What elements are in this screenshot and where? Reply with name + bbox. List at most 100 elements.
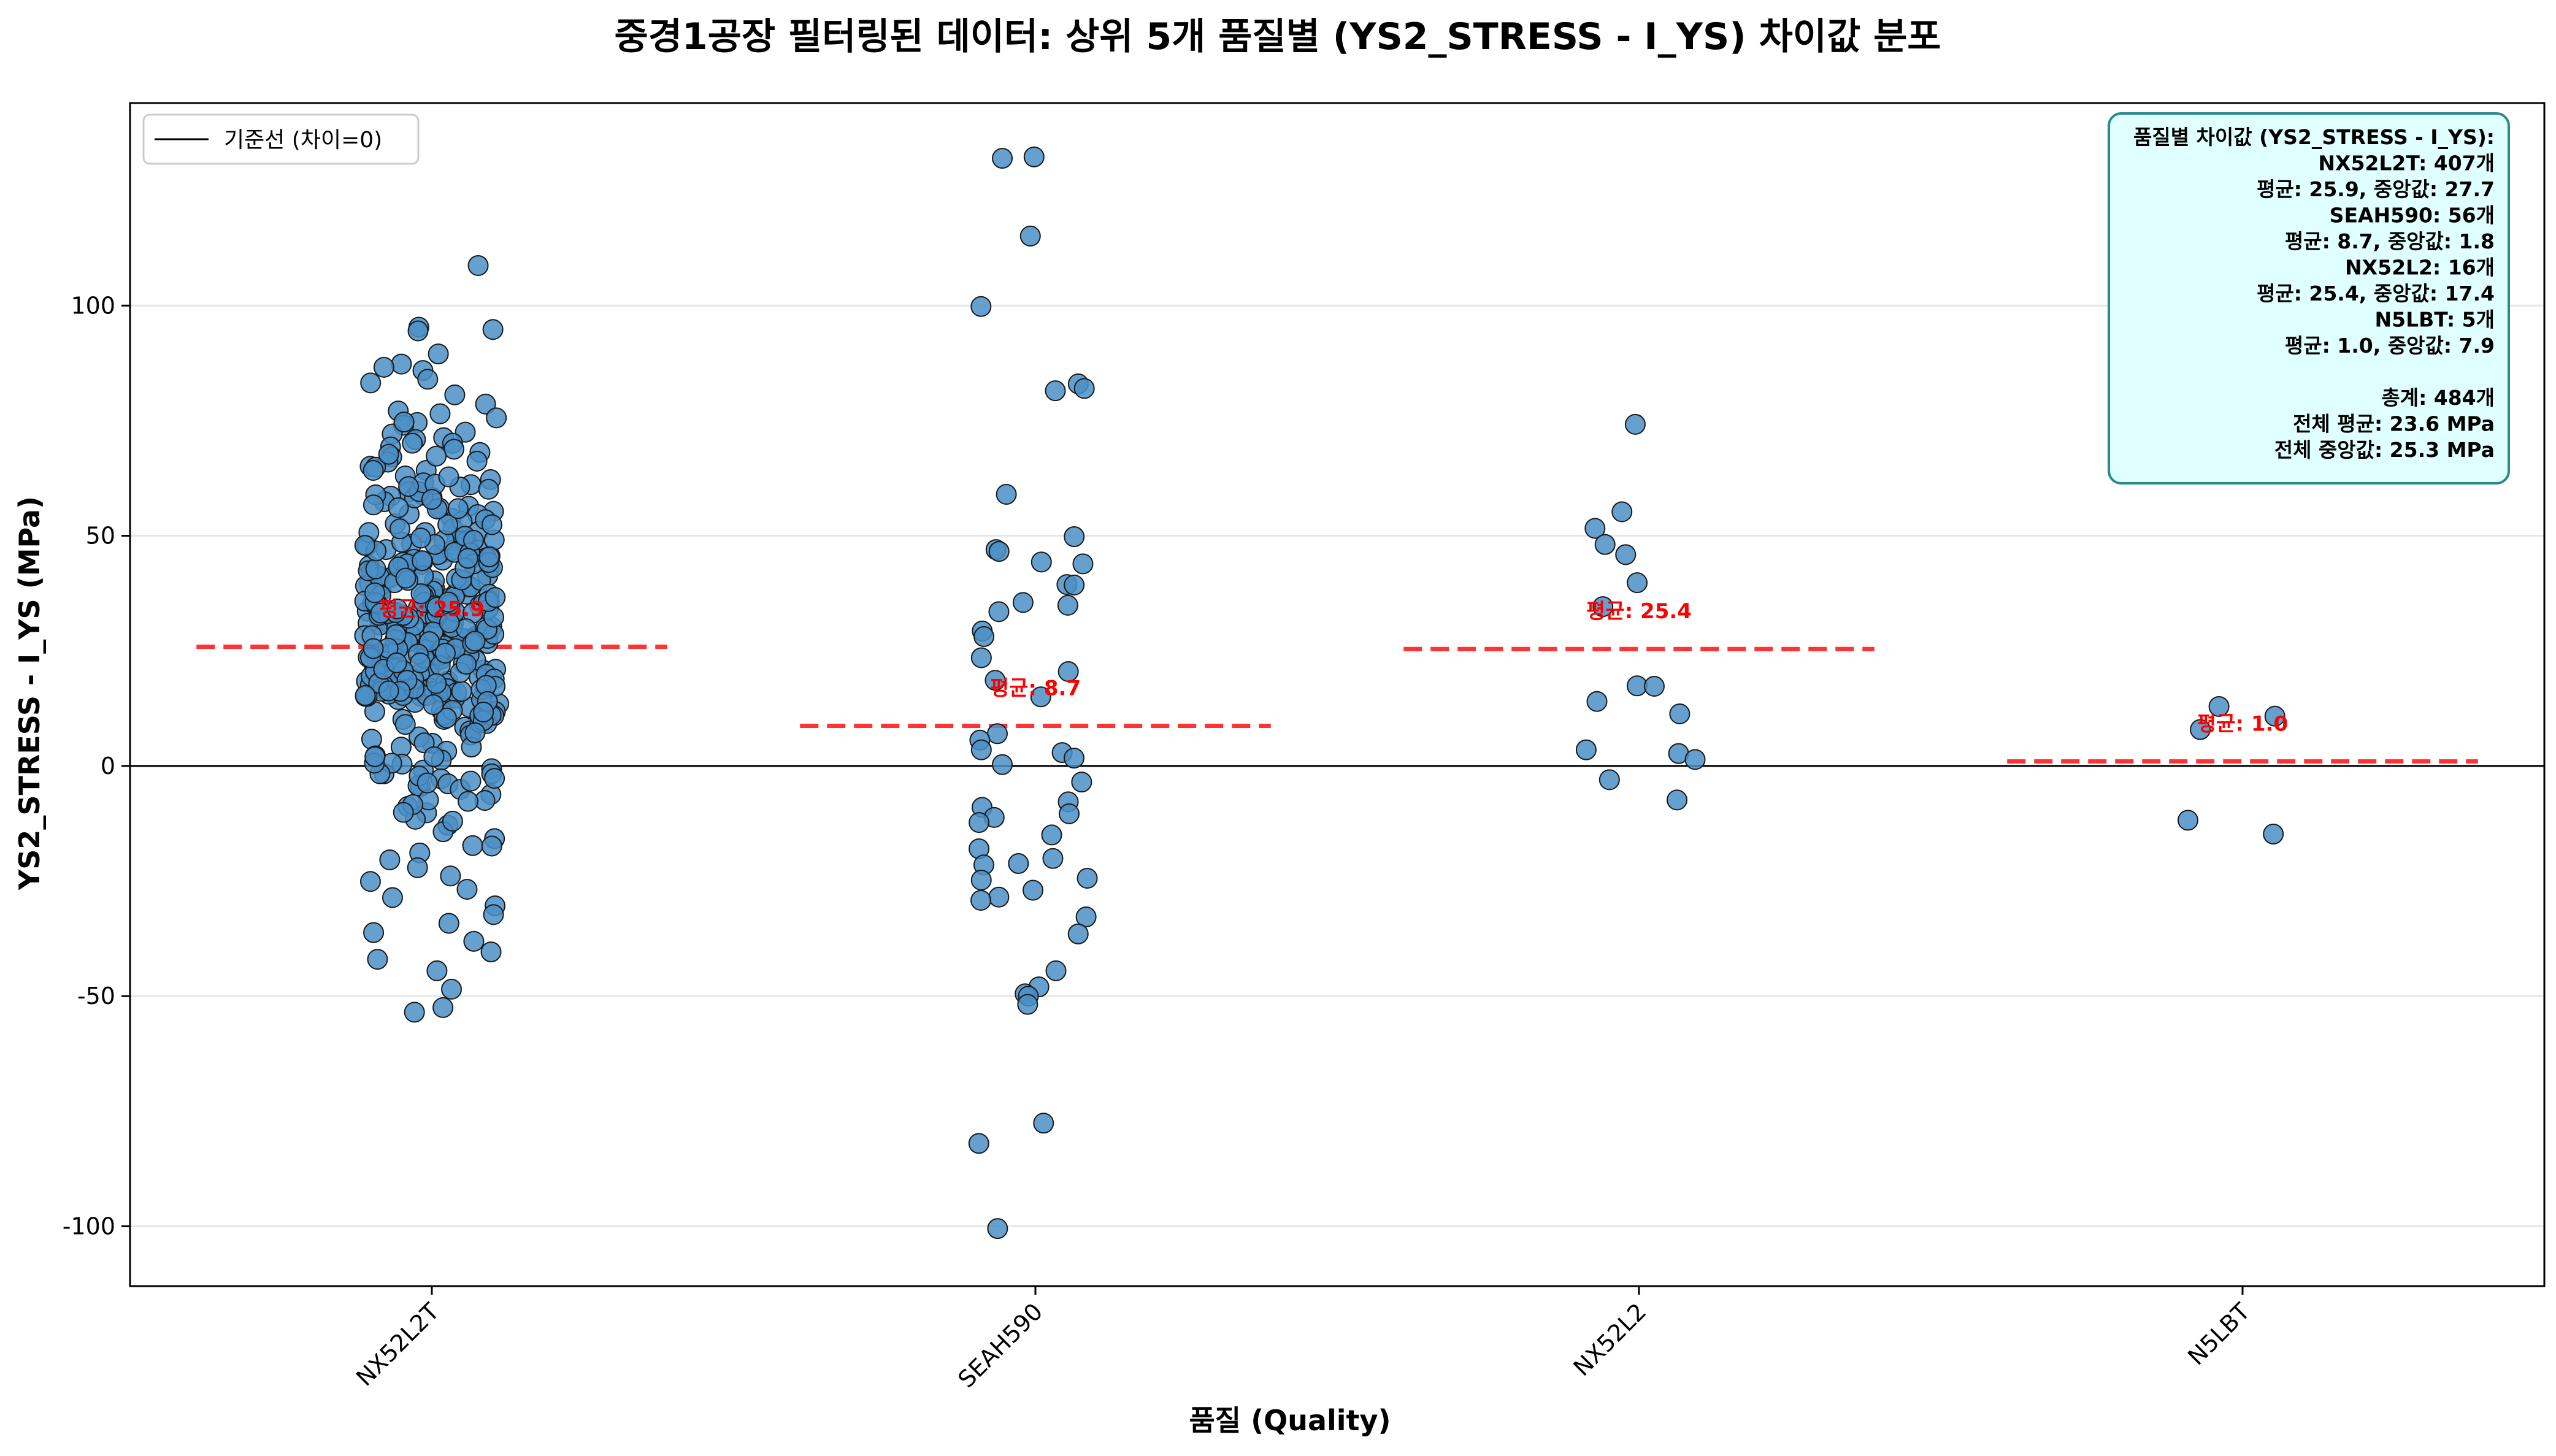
data-point [426,445,447,467]
data-point [1012,592,1034,613]
data-point [970,869,992,891]
data-point [364,746,386,767]
data-point [968,1133,989,1154]
data-point [363,459,384,481]
stats-line: 전체 중앙값: 25.3 MPa [2274,438,2495,462]
data-point [434,642,456,664]
data-point [437,591,459,613]
stats-line: 품질별 차이값 (YS2_STRESS - I_YS): [2133,125,2495,149]
data-point [1064,526,1085,548]
data-point [432,997,454,1018]
data-point [360,372,382,394]
data-point [359,871,381,892]
y-tick-label: -50 [77,983,115,1010]
data-point [410,527,432,549]
data-point [1023,146,1045,167]
data-point [484,768,505,789]
data-point [1075,906,1097,928]
data-point [391,353,412,375]
data-point [970,739,992,761]
data-point [412,550,433,572]
data-point [973,626,995,647]
data-point [394,714,416,735]
stats-line: N5LBT: 5개 [2375,308,2495,332]
stats-line: 평균: 25.9, 중앙값: 27.7 [2257,177,2495,201]
data-point [969,812,990,833]
data-point [438,466,459,488]
mean-label: 평균: 25.9 [379,597,485,621]
data-point [1598,769,1620,791]
legend: 기준선 (차이=0) [142,113,420,165]
y-tick-label: 50 [86,523,115,550]
data-point [444,384,466,405]
data-point [481,835,502,857]
data-point [426,673,447,694]
data-point [988,541,1010,562]
data-point [373,356,394,378]
data-point [447,498,469,519]
data-point [2177,810,2198,831]
data-point [426,960,448,981]
data-point [1624,413,1646,435]
data-point [1072,553,1094,575]
legend-box [142,113,420,165]
data-point [478,478,499,500]
data-point [451,681,472,702]
data-point [1033,1113,1054,1134]
data-point [364,582,386,603]
data-point [395,567,416,589]
data-point [2208,696,2230,718]
data-point [1077,867,1098,889]
data-point [423,746,445,767]
data-point [1643,675,1665,697]
data-point [992,754,1013,775]
data-point [363,922,385,943]
y-tick-label: 0 [101,753,115,780]
mean-label: 평균: 25.4 [1586,599,1692,624]
mean-label: 평균: 8.7 [990,676,1081,701]
data-point [460,770,482,792]
stats-line: SEAH590: 56개 [2330,204,2495,228]
data-point [1586,691,1608,712]
data-point [2263,823,2284,845]
y-axis-label: YS2_STRESS - I_YS (MPa) [13,496,46,891]
data-point [473,702,494,723]
stats-lines: 품질별 차이값 (YS2_STRESS - I_YS):NX52L2T: 407… [2133,125,2495,462]
data-point [407,857,428,878]
data-point [1594,534,1616,555]
data-point [379,849,401,870]
y-tick-label: -100 [63,1213,115,1240]
data-point [1030,551,1052,573]
data-point [378,680,399,702]
data-point [388,497,409,518]
data-point [404,1002,425,1023]
data-point [1592,596,1614,618]
data-point [363,494,384,516]
data-point [988,886,1010,908]
data-point [410,652,431,673]
data-point [462,835,483,856]
data-point [378,443,399,465]
data-point [464,630,486,652]
data-point [410,583,432,605]
data-point [1627,572,1648,594]
stats-line: 평균: 1.0, 중앙값: 7.9 [2285,334,2495,358]
data-point [354,535,375,556]
data-point [437,514,459,535]
data-point [1041,824,1062,846]
data-point [467,255,489,276]
data-point [1057,661,1079,682]
data-point [1584,518,1606,539]
data-point [1063,748,1084,769]
data-point [443,439,465,460]
data-point [970,647,992,669]
data-point [1017,994,1038,1015]
data-point [438,913,459,934]
data-point [1057,594,1078,616]
stats-line: 평균: 25.4, 중앙값: 17.4 [2257,282,2495,305]
data-point [1071,772,1092,793]
data-point [481,514,502,535]
data-point [416,772,438,794]
data-point [1045,380,1066,402]
data-point [393,412,415,433]
